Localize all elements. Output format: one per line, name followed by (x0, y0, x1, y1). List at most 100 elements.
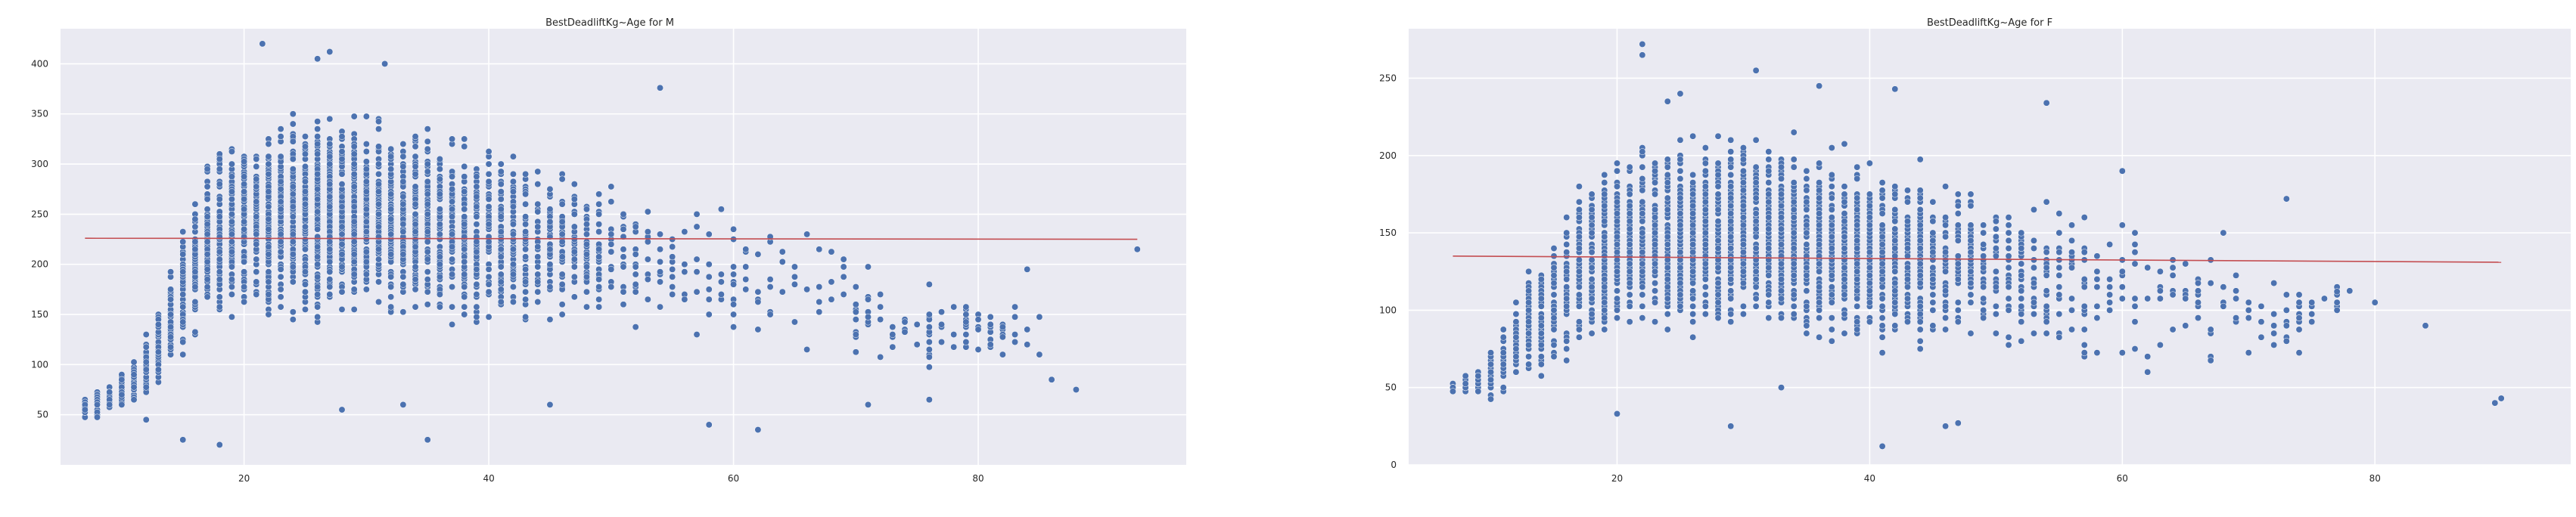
scatter-point (449, 243, 456, 250)
scatter-point (424, 210, 431, 218)
scatter-point (2106, 276, 2114, 283)
scatter-point (754, 288, 762, 296)
scatter-point (473, 193, 480, 200)
scatter-point (130, 396, 138, 404)
scatter-point (925, 339, 933, 345)
scatter-point (1878, 179, 1886, 187)
scatter-point (412, 236, 419, 243)
scatter-point (620, 225, 627, 233)
scatter-point (326, 115, 334, 122)
scatter-point (1878, 333, 1886, 341)
scatter-point (399, 273, 407, 280)
scatter-point (1967, 190, 1975, 198)
scatter-point (2346, 287, 2354, 295)
scatter-point (204, 276, 211, 283)
scatter-point-outlier (338, 406, 346, 413)
scatter-point (191, 215, 199, 223)
scatter-point (534, 243, 542, 250)
scatter-point-outlier (987, 341, 994, 348)
scatter-point (167, 333, 175, 341)
scatter-point (2295, 326, 2303, 333)
scatter-point (2131, 295, 2139, 302)
scatter-point (412, 303, 419, 311)
scatter-point (473, 213, 480, 221)
scatter-point (1942, 326, 1950, 333)
scatter-point (204, 238, 211, 246)
scatter-point (681, 261, 688, 268)
scatter-point (154, 348, 162, 356)
scatter-point (277, 265, 284, 273)
scatter-point (436, 221, 443, 228)
scatter-point (424, 138, 431, 145)
scatter-point (705, 311, 713, 318)
scatter-point (362, 218, 370, 225)
scatter-point (1701, 167, 1709, 175)
scatter-point (387, 166, 395, 173)
scatter-point (253, 255, 260, 263)
scatter-point (570, 263, 578, 271)
scatter-point (302, 236, 309, 243)
scatter-point (2295, 349, 2303, 357)
scatter-point (1575, 183, 1583, 190)
scatter-point (485, 160, 493, 168)
scatter-point (2195, 314, 2202, 322)
x-tick-label-60: 60 (728, 473, 739, 484)
scatter-point (424, 178, 431, 185)
scatter-point (1727, 136, 1735, 144)
scatter-point (583, 263, 590, 271)
scatter-point (461, 173, 468, 181)
scatter-point (326, 268, 334, 276)
scatter-point (730, 324, 738, 331)
scatter-point (326, 181, 334, 188)
scatter-point (1626, 318, 1633, 326)
scatter-point (350, 250, 358, 258)
chart-title-male: BestDeadliftKg~Age for M (545, 17, 674, 29)
scatter-point (228, 283, 235, 291)
scatter-point (509, 246, 517, 253)
scatter-point (289, 120, 297, 128)
scatter-point (840, 255, 847, 263)
scatter-point (546, 218, 554, 225)
scatter-point (461, 271, 468, 278)
scatter-point (583, 288, 590, 296)
scatter-point (632, 271, 639, 278)
scatter-point (302, 178, 309, 185)
scatter-point (265, 203, 272, 210)
scatter-point-outlier (546, 401, 554, 408)
scatter-point (558, 271, 566, 278)
scatter-point (449, 255, 456, 263)
scatter-point (387, 293, 395, 301)
scatter-point (436, 261, 443, 268)
scatter-point (412, 170, 419, 178)
scatter-point (778, 248, 786, 255)
scatter-point (375, 200, 382, 208)
scatter-point (962, 311, 970, 318)
scatter-point (1689, 287, 1697, 295)
scatter-point (326, 160, 334, 168)
scatter-point (412, 153, 419, 160)
scatter-point (412, 228, 419, 236)
scatter-point (1614, 287, 1620, 295)
scatter-point (2093, 349, 2101, 357)
scatter-point (179, 250, 187, 258)
scatter-point (1664, 194, 1671, 202)
scatter-point (228, 148, 235, 155)
scatter-point (338, 170, 346, 178)
scatter-point (877, 316, 884, 324)
scatter-point (289, 190, 297, 198)
scatter-point (644, 238, 651, 246)
scatter-point-outlier (1024, 265, 1031, 273)
scatter-point (705, 296, 713, 303)
scatter-point (277, 178, 284, 185)
scatter-point (350, 143, 358, 150)
grid-male (61, 29, 1186, 465)
scatter-point (766, 311, 774, 318)
scatter-point (436, 166, 443, 173)
scatter-point (681, 228, 688, 236)
scatter-point (583, 240, 590, 248)
scatter-point (485, 170, 493, 178)
scatter-point (2308, 318, 2316, 326)
scatter-point (436, 190, 443, 198)
scatter-point (522, 213, 530, 221)
